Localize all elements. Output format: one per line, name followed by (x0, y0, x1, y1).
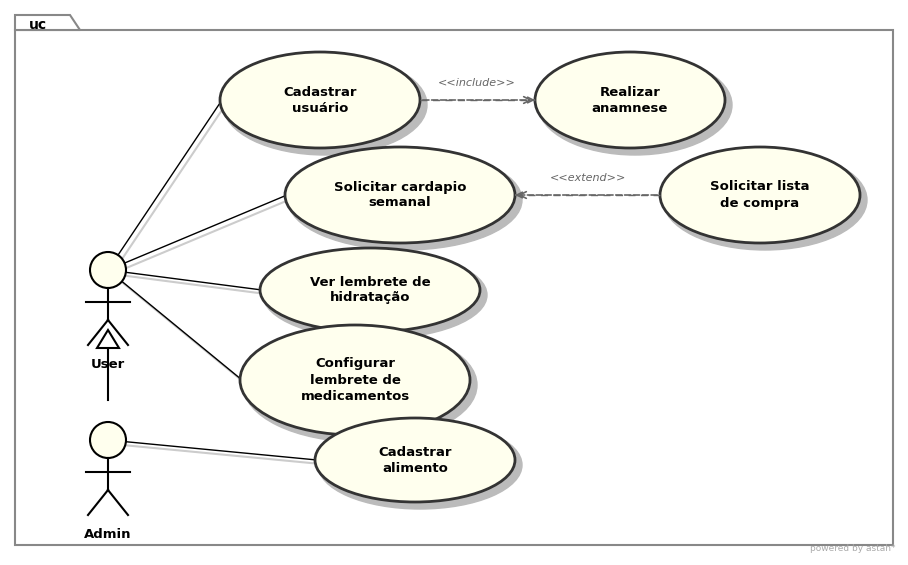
Ellipse shape (223, 55, 427, 155)
Ellipse shape (660, 147, 860, 243)
Text: Admin: Admin (84, 528, 132, 541)
Text: <<include>>: <<include>> (438, 78, 516, 88)
Circle shape (90, 422, 126, 458)
Text: Configurar
lembrete de
medicamentos: Configurar lembrete de medicamentos (301, 358, 410, 402)
Ellipse shape (663, 150, 867, 250)
Ellipse shape (263, 251, 487, 339)
Text: Solicitar cardapio
semanal: Solicitar cardapio semanal (334, 180, 466, 210)
Ellipse shape (285, 147, 515, 243)
Ellipse shape (243, 328, 477, 442)
Ellipse shape (260, 248, 480, 332)
FancyBboxPatch shape (15, 30, 893, 545)
Ellipse shape (315, 418, 515, 502)
Polygon shape (15, 15, 80, 30)
Text: Ver lembrete de
hidratação: Ver lembrete de hidratação (310, 276, 430, 305)
Text: powered by astah*: powered by astah* (811, 544, 896, 553)
Polygon shape (97, 330, 119, 348)
Ellipse shape (288, 150, 522, 250)
Text: Realizar
anamnese: Realizar anamnese (592, 85, 668, 115)
Text: User: User (91, 358, 125, 371)
Text: Cadastrar
usuário: Cadastrar usuário (283, 85, 357, 115)
Circle shape (90, 252, 126, 288)
Ellipse shape (220, 52, 420, 148)
Text: Solicitar lista
de compra: Solicitar lista de compra (710, 180, 810, 210)
Text: <<extend>>: <<extend>> (550, 173, 627, 183)
Ellipse shape (318, 421, 522, 509)
Text: Cadastrar
alimento: Cadastrar alimento (379, 445, 452, 475)
Ellipse shape (538, 55, 732, 155)
Ellipse shape (535, 52, 725, 148)
Text: uc: uc (29, 18, 47, 32)
Ellipse shape (240, 325, 470, 435)
